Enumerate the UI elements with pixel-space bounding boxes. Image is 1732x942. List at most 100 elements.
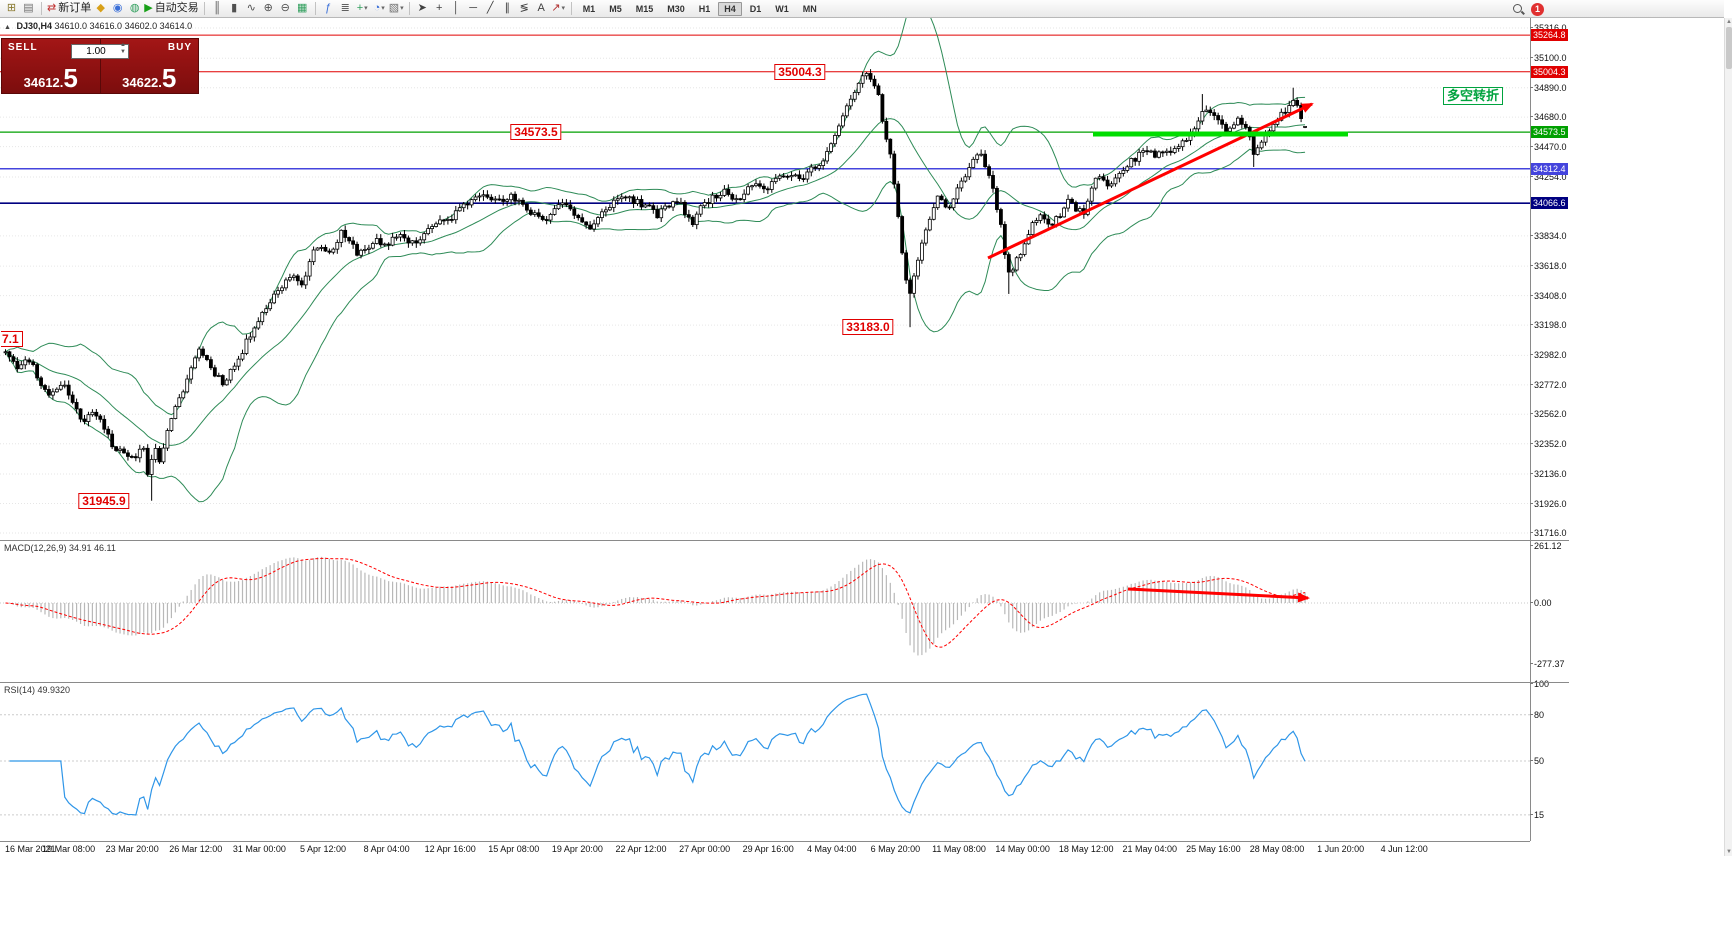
- horizontal-price-lines[interactable]: [0, 34, 1530, 205]
- candlestick-chart-icon[interactable]: ▮: [227, 1, 242, 16]
- drawn-objects[interactable]: [987, 102, 1348, 603]
- rsi-tick: 100: [1529, 679, 1550, 689]
- rsi-panel: [0, 693, 1530, 816]
- fibonacci-icon[interactable]: ≶: [517, 1, 532, 16]
- price-tick: 32562.0: [1530, 409, 1567, 420]
- data-window-icon[interactable]: ◉: [110, 1, 125, 16]
- channel-icon[interactable]: ∥: [500, 1, 515, 16]
- new-chart-icon: ⊞: [6, 2, 17, 14]
- timeframe-d1[interactable]: D1: [749, 3, 762, 14]
- one-click-trading-panel: SELL 34612.5 BUY 34622.5 ▲ ▼: [2, 39, 198, 93]
- trendline-icon[interactable]: ╱: [483, 1, 498, 16]
- time-tick-label: 25 May 16:00: [1186, 844, 1241, 854]
- sell-label: SELL: [8, 42, 38, 53]
- periods-icon-caret[interactable]: ▾: [381, 5, 385, 12]
- time-tick-label: 15 Apr 08:00: [488, 844, 540, 854]
- toolbar-separator: [41, 2, 42, 15]
- cursor-icon[interactable]: ➤: [415, 1, 430, 16]
- bar-chart-icon[interactable]: ║: [210, 1, 225, 16]
- toolbar-right-cluster: 1: [1512, 1, 1544, 17]
- autotrading-button[interactable]: ▶ 自动交易: [144, 1, 198, 16]
- chart-note-text[interactable]: 多空转折: [1443, 87, 1504, 105]
- panel-separators[interactable]: [0, 540, 1530, 683]
- trendline-object-3[interactable]: [1127, 587, 1310, 603]
- timeframe-m15[interactable]: M15: [635, 3, 654, 14]
- scrollbar-thumb[interactable]: [1726, 27, 1732, 69]
- timeframe-m5[interactable]: M5: [609, 3, 622, 14]
- rsi-tick: 15: [1529, 809, 1545, 820]
- tile-windows-icon[interactable]: ▦: [295, 1, 310, 16]
- notification-badge[interactable]: 1: [1531, 2, 1544, 16]
- chart-symbol-header: ▲ DJ30,H4 34610.0 34616.0 34602.0 34614.…: [4, 21, 192, 31]
- price-label-callout[interactable]: 33183.0: [842, 319, 894, 336]
- templates-icon-caret[interactable]: ▾: [400, 5, 404, 12]
- trendline-icon: ╱: [486, 2, 494, 14]
- price-tick: 33198.0: [1530, 320, 1567, 331]
- scroll-up-icon[interactable]: ▲: [1726, 19, 1732, 25]
- toolbar-separator: [570, 2, 572, 15]
- periods-icon: ◔: [373, 2, 381, 14]
- profiles-icon[interactable]: ▤: [21, 1, 36, 16]
- timeframe-h4[interactable]: H4: [718, 1, 742, 16]
- crosshair-icon[interactable]: +: [432, 1, 447, 16]
- price-label-callout[interactable]: 31945.9: [78, 492, 130, 509]
- time-tick-label: 4 May 04:00: [807, 844, 857, 854]
- time-axis[interactable]: 16 Mar 2021 19 Mar 08:00 23 Mar 20:00 26 Ma…: [0, 841, 1530, 857]
- volume-increase[interactable]: ▲: [120, 42, 126, 48]
- templates-icon[interactable]: ▧ ▾: [389, 1, 404, 16]
- text-icon: A: [537, 2, 545, 14]
- indicator-windows-icon[interactable]: ≣: [338, 1, 353, 16]
- timeframe-mn[interactable]: MN: [802, 3, 817, 14]
- timeframe-m30[interactable]: M30: [667, 3, 685, 14]
- add-object-icon-caret[interactable]: ▾: [364, 5, 368, 12]
- price-label-callout[interactable]: 34573.5: [510, 124, 562, 141]
- cursor-icon: ➤: [417, 2, 427, 14]
- price-chart[interactable]: [0, 18, 1530, 841]
- grid-lines: [0, 27, 1530, 534]
- one-click-toggle-icon[interactable]: ▲: [4, 24, 11, 31]
- scroll-down-icon[interactable]: ▼: [1726, 849, 1732, 855]
- time-tick-label: 19 Mar 08:00: [42, 844, 96, 854]
- search-icon[interactable]: [1512, 3, 1525, 16]
- time-tick-label: 23 Mar 20:00: [105, 844, 159, 854]
- timeframe-m1[interactable]: M1: [582, 3, 596, 14]
- time-tick-label: 6 May 20:00: [870, 844, 921, 854]
- price-tick: 32982.0: [1530, 350, 1567, 361]
- arrows-icon-caret[interactable]: ▾: [561, 5, 566, 12]
- time-tick-label: 5 Apr 12:00: [299, 844, 347, 854]
- volume-decrease[interactable]: ▼: [120, 49, 126, 55]
- vertical-scrollbar[interactable]: ▲ ▼: [1724, 18, 1732, 856]
- timeframe-h1[interactable]: H1: [698, 3, 711, 14]
- zoom-in-icon[interactable]: ⊕: [261, 1, 276, 16]
- buy-label: BUY: [167, 42, 192, 53]
- periods-icon[interactable]: ◔ ▾: [372, 1, 387, 16]
- price-tick: 35316.0: [1530, 22, 1567, 33]
- line-chart-icon[interactable]: ∿: [244, 1, 259, 16]
- arrows-icon[interactable]: ↗ ▾: [551, 1, 566, 16]
- add-object-icon: +: [356, 2, 364, 14]
- volume-field: ▲ ▼: [71, 41, 129, 59]
- price-label-callout[interactable]: 35004.3: [774, 63, 826, 80]
- text-icon[interactable]: A: [534, 1, 549, 16]
- rsi-tick: 80: [1529, 709, 1545, 720]
- trendline-object-1[interactable]: [987, 102, 1314, 260]
- price-tick: 34470.0: [1530, 141, 1567, 152]
- time-tick-label: 27 Apr 00:00: [679, 844, 731, 854]
- timeframe-w1[interactable]: W1: [775, 3, 789, 14]
- new-order-button[interactable]: ⇄ 新订单: [47, 1, 91, 16]
- zoom-out-icon[interactable]: ⊖: [278, 1, 293, 16]
- terminal-icon[interactable]: ◍: [127, 1, 142, 16]
- indicators-icon[interactable]: ƒ: [321, 1, 336, 16]
- price-label-callout[interactable]: 7.1: [1, 331, 23, 348]
- new-chart-icon[interactable]: ⊞: [4, 1, 19, 16]
- add-object-icon[interactable]: + ▾: [355, 1, 370, 16]
- volume-input[interactable]: [71, 44, 129, 59]
- time-tick-label: 4 Jun 12:00: [1380, 844, 1428, 854]
- time-tick-label: 18 May 12:00: [1058, 844, 1114, 854]
- price-axis[interactable]: 35316.0 35100.0 34890.0 34680.0 34470.0 34254…: [1529, 18, 1569, 841]
- vertical-line-icon[interactable]: │: [449, 1, 464, 16]
- time-tick-label: 22 Apr 12:00: [615, 844, 667, 854]
- market-watch-icon[interactable]: ◆: [93, 1, 108, 16]
- horizontal-line-icon[interactable]: ─: [466, 1, 481, 16]
